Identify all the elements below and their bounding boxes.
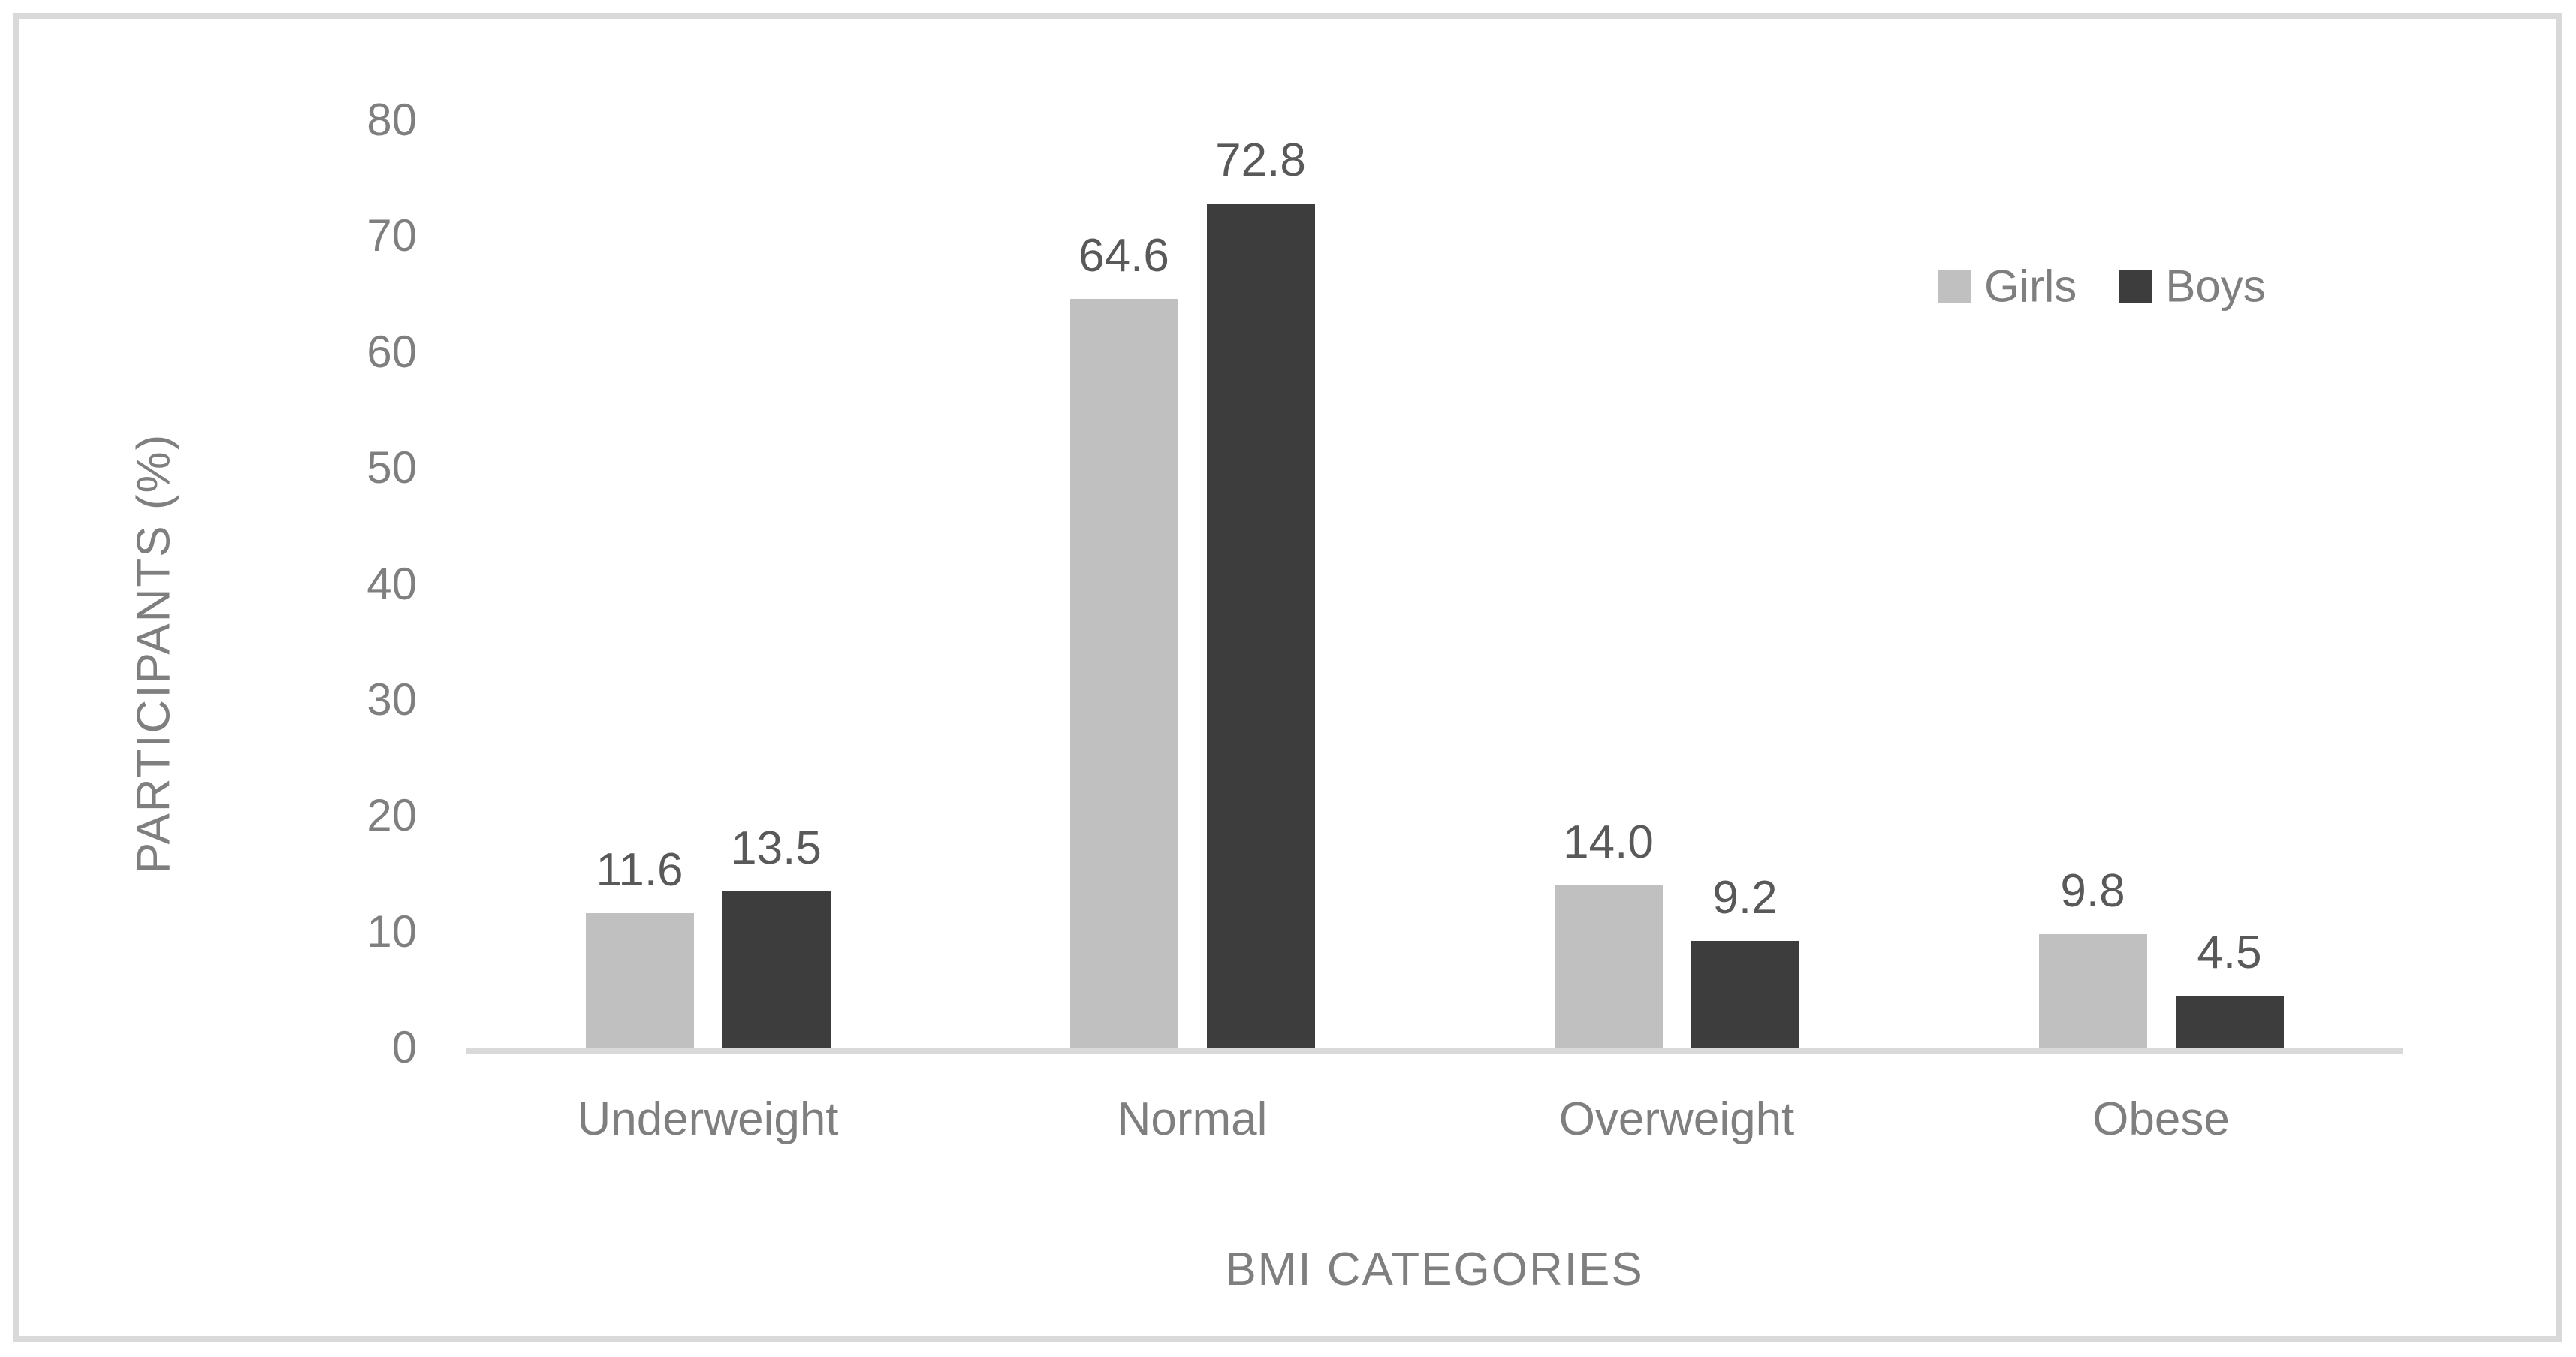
category-label-underweight: Underweight [577, 1093, 839, 1145]
y-tick-label: 80 [366, 95, 417, 145]
data-label: 9.2 [1712, 871, 1778, 924]
legend-label: Boys [2165, 261, 2266, 312]
y-tick-label: 20 [366, 790, 417, 841]
bar-girls-overweight: 14.0 [1554, 819, 1663, 1048]
data-label: 9.8 [2060, 864, 2125, 917]
bar-boys-obese: 4.5 [2175, 929, 2284, 1048]
data-label: 64.6 [1078, 229, 1169, 282]
bar-boys-overweight: 9.2 [1691, 874, 1799, 1048]
data-label: 11.6 [596, 843, 683, 896]
bar-girls-normal: 64.6 [1069, 232, 1178, 1048]
y-tick-label: 10 [366, 906, 417, 957]
bar-boys-underweight: 13.5 [722, 825, 831, 1048]
data-label: 13.5 [731, 822, 822, 874]
category-label-overweight: Overweight [1558, 1093, 1795, 1145]
bar-boys-normal: 72.8 [1206, 137, 1315, 1048]
y-tick-label: 40 [366, 558, 417, 609]
data-label: 14.0 [1563, 816, 1654, 868]
y-tick-label: 0 [391, 1022, 417, 1072]
chart-frame-border [13, 13, 2562, 1342]
bar-girls-underweight: 11.6 [585, 846, 694, 1048]
x-axis-line [466, 1048, 2403, 1054]
bar-girls-obese: 9.8 [2038, 867, 2147, 1048]
bar-group-overweight: 14.0 9.2 [1434, 120, 1919, 1048]
category-label-normal: Normal [1117, 1093, 1268, 1145]
data-label: 4.5 [2197, 926, 2262, 979]
y-tick-label: 30 [366, 674, 417, 725]
legend: Girls Boys [1938, 261, 2266, 312]
bar-group-underweight: 11.6 13.5 [466, 120, 950, 1048]
legend-entry-boys: Boys [2119, 261, 2266, 312]
legend-label: Girls [1984, 261, 2077, 312]
bar-group-obese: 9.8 4.5 [1919, 120, 2403, 1048]
legend-swatch-icon [1938, 270, 1971, 303]
y-tick-label: 50 [366, 442, 417, 493]
plot-area: 11.6 13.5 64.6 72.8 14.0 9.2 9.8 4.5 [466, 120, 2403, 1048]
x-axis-title: BMI CATEGORIES [1225, 1244, 1644, 1295]
y-tick-label: 70 [366, 210, 417, 261]
y-axis-ticks: 0 10 20 30 40 50 60 70 80 [0, 98, 417, 1070]
category-label-obese: Obese [2092, 1093, 2230, 1145]
legend-swatch-icon [2119, 270, 2152, 303]
y-tick-label: 60 [366, 326, 417, 377]
data-label: 72.8 [1215, 134, 1306, 187]
bar-group-normal: 64.6 72.8 [950, 120, 1434, 1048]
legend-entry-girls: Girls [1938, 261, 2077, 312]
x-axis-category-labels: Underweight Normal Overweight Obese [466, 1093, 2403, 1146]
